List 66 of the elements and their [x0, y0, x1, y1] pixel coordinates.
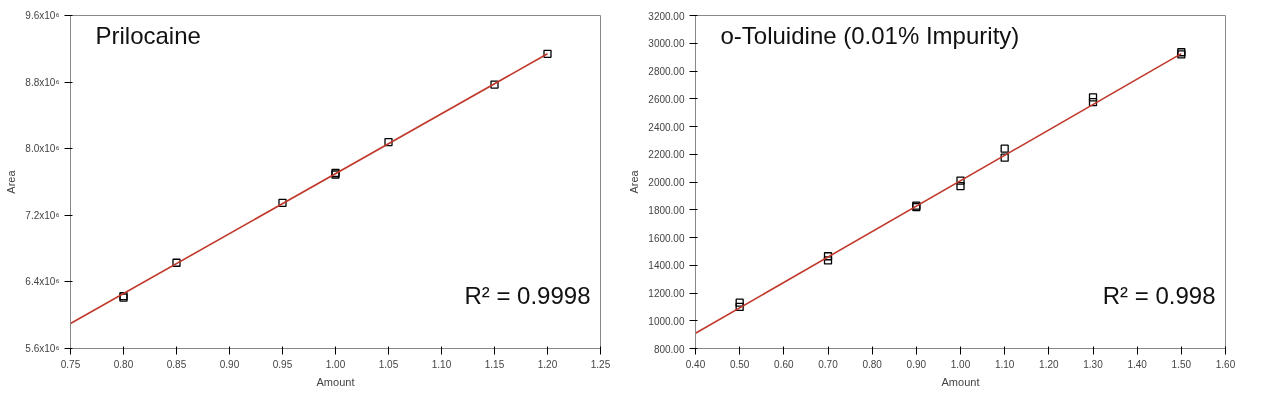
y-tick-label: 1000.00 [648, 315, 685, 327]
x-tick-label: 0.60 [774, 358, 794, 370]
x-tick-label: 0.40 [685, 358, 706, 370]
y-tick-label: 2000.00 [648, 177, 685, 188]
y-tick-label: 8.8x10⁶ [25, 76, 60, 88]
point [490, 80, 499, 89]
x-tick-label: 1.15 [484, 358, 505, 370]
x-tick-label: 1.10 [994, 358, 1015, 370]
y-tick-label: 2400.00 [648, 121, 685, 133]
y-tick-label: 3000.00 [648, 38, 685, 50]
y-tick-label: 2600.00 [648, 93, 685, 105]
y-tick-label: 6.4x10⁶ [25, 276, 60, 288]
x-tick-label: 1.25 [590, 358, 611, 370]
y-axis-title: Area [628, 169, 641, 194]
x-tick-label: 0.70 [818, 358, 839, 370]
x-tick-label: 0.90 [219, 358, 240, 370]
point [278, 198, 287, 207]
y-tick-label: 9.6x10⁶ [25, 10, 60, 21]
x-tick-label: 0.75 [60, 358, 81, 370]
y-tick-label: 2200.00 [648, 149, 685, 161]
x-tick-label: 1.30 [1083, 358, 1104, 370]
x-tick-label: 1.20 [1039, 358, 1059, 370]
y-tick-label: 3200.00 [648, 10, 685, 22]
x-tick-label: 0.90 [906, 358, 927, 370]
y-tick-label: 2800.00 [648, 66, 685, 77]
x-tick-label: 0.80 [113, 358, 134, 370]
x-tick-label: 0.85 [166, 358, 187, 370]
point [172, 258, 181, 267]
chart-title: Prilocaine [95, 21, 201, 49]
y-tick-label: 8.0x10⁶ [25, 143, 60, 155]
point [956, 182, 965, 191]
point [735, 302, 744, 312]
y-tick-label: 1600.00 [648, 232, 685, 244]
x-axis-title: Amount [941, 375, 980, 388]
y-tick-label: 1200.00 [648, 288, 685, 299]
y-tick-label: 7.2x10⁶ [25, 209, 60, 221]
point [823, 252, 833, 261]
point [1088, 98, 1098, 107]
x-tick-label: 1.40 [1127, 358, 1148, 370]
y-tick-label: 1800.00 [648, 204, 685, 216]
x-tick-label: 1.00 [325, 358, 346, 370]
point [1088, 93, 1098, 102]
point [823, 256, 833, 265]
x-axis-title: Amount [316, 375, 355, 388]
point [735, 298, 744, 307]
y-tick-label: 1400.00 [648, 260, 685, 272]
y-tick-label: 5.6x10⁶ [25, 343, 60, 354]
x-tick-label: 1.20 [537, 358, 558, 370]
chart-title: o-Toluidine (0.01% Impurity) [720, 21, 1020, 49]
x-tick-label: 0.95 [272, 358, 293, 370]
point [1000, 144, 1009, 153]
x-tick-label: 1.60 [1215, 358, 1236, 370]
annotation: R² = 0.9998 [464, 281, 591, 309]
x-tick-label: 1.00 [950, 358, 971, 370]
x-tick-label: 1.10 [431, 358, 452, 370]
x-tick-label: 0.80 [862, 358, 883, 370]
annotation: R² = 0.998 [1102, 281, 1216, 309]
point [956, 176, 965, 185]
point [384, 137, 393, 147]
x-tick-label: 1.05 [378, 358, 399, 370]
x-tick-label: 1.50 [1171, 358, 1192, 370]
y-axis-title: Area [5, 169, 18, 194]
y-tick-label: 800.00 [653, 343, 685, 355]
point [543, 49, 552, 58]
x-tick-label: 0.50 [729, 358, 750, 370]
point [1000, 153, 1009, 162]
